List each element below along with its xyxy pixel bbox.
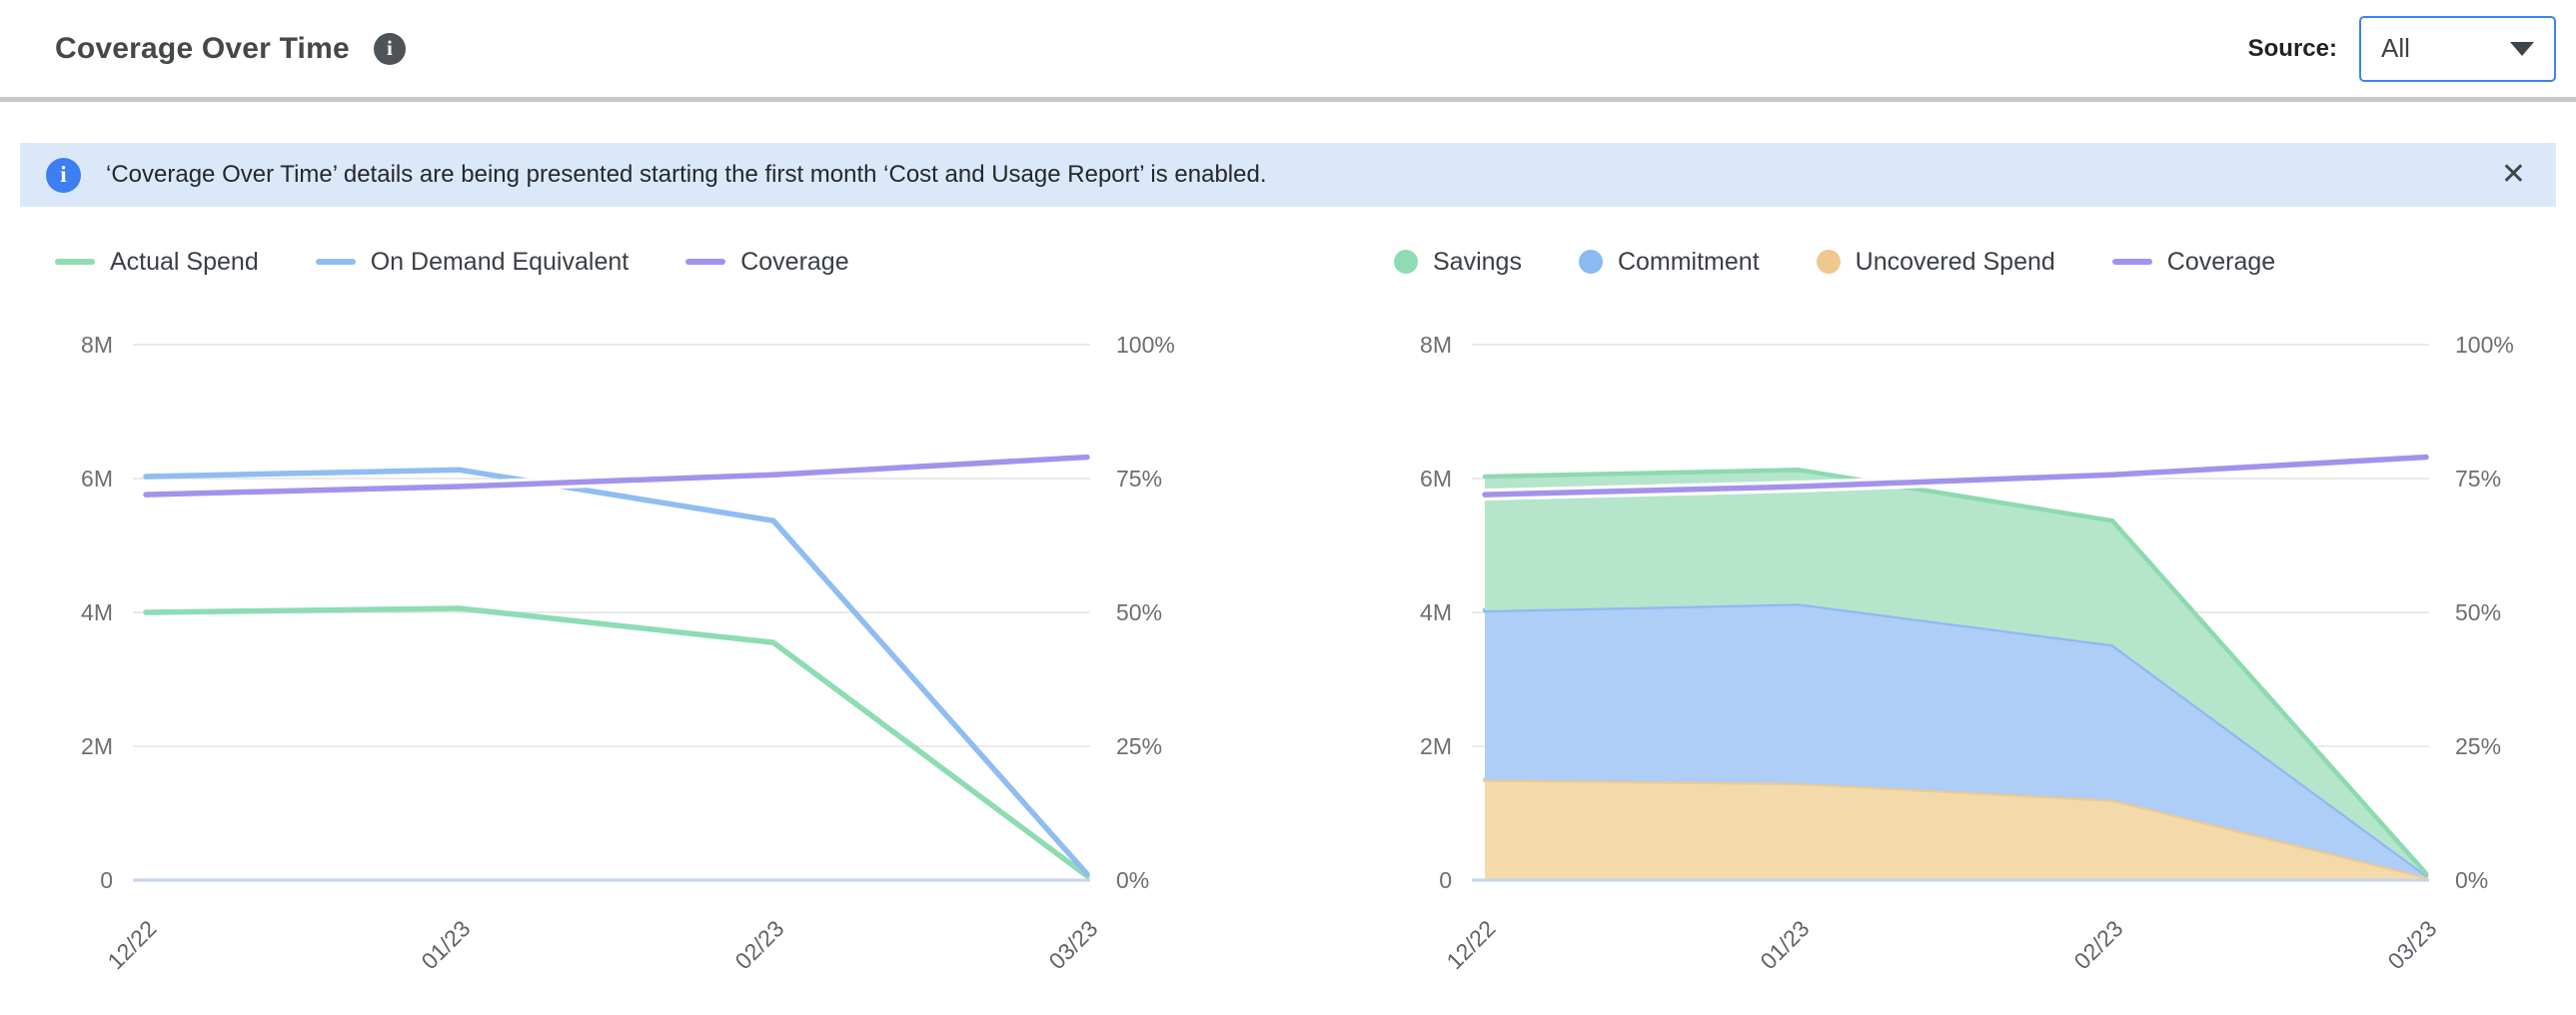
y-axis-tick-left: 0 — [100, 867, 113, 893]
legend-item-commitment[interactable]: Commitment — [1578, 247, 1760, 277]
legend-label: Commitment — [1617, 247, 1760, 276]
line-chart-legend: Actual Spend On Demand Equivalent Coverage — [55, 243, 1219, 281]
savings-area-edge — [1482, 468, 2429, 876]
y-axis-tick-left: 6M — [1420, 466, 1452, 492]
legend-item-actual-spend[interactable]: Actual Spend — [55, 248, 259, 277]
y-axis-tick-left: 2M — [1420, 733, 1452, 759]
commitment-circle-marker-icon — [1578, 250, 1603, 274]
x-axis-tick: 01/23 — [416, 915, 475, 974]
legend-label: Savings — [1433, 247, 1522, 276]
source-dropdown-value: All — [2381, 33, 2410, 63]
coverage-line-marker-icon — [685, 259, 726, 265]
savings-area — [1485, 470, 2426, 875]
actual-spend-line — [143, 605, 1090, 879]
y-axis-tick-right: 75% — [2455, 466, 2501, 492]
page-title: Coverage Over Time — [55, 31, 350, 65]
on-demand-equivalent-line-marker-icon — [315, 259, 356, 265]
x-axis-tick: 02/23 — [729, 915, 788, 974]
y-axis-tick-left: 4M — [1420, 599, 1452, 625]
y-axis-tick-right: 50% — [1116, 599, 1162, 625]
x-axis-tick: 02/23 — [2068, 915, 2127, 974]
area-chart-legend: Savings Commitment Uncovered Spend Coverage — [1394, 243, 2558, 281]
y-axis-tick-right: 100% — [2455, 332, 2514, 358]
info-icon[interactable]: i — [373, 32, 406, 65]
y-axis-tick-left: 8M — [1420, 332, 1452, 358]
header-divider — [0, 97, 2576, 102]
legend-label: On Demand Equivalent — [370, 247, 630, 276]
info-banner: i ‘Coverage Over Time’ details are being… — [20, 143, 2556, 207]
source-dropdown[interactable]: All — [2359, 15, 2556, 82]
commitment-area — [1485, 603, 2426, 877]
legend-label: Coverage — [2166, 247, 2276, 276]
y-axis-tick-right: 25% — [1116, 733, 1162, 759]
legend-item-uncovered-spend[interactable]: Uncovered Spend — [1816, 247, 2055, 277]
uncovered-spend-circle-marker-icon — [1816, 250, 1841, 274]
title-wrap: Coverage Over Time i — [55, 32, 406, 66]
y-axis-tick-left: 0 — [1439, 867, 1452, 893]
y-axis-tick-left: 4M — [81, 599, 113, 625]
coverage-line — [143, 454, 1090, 498]
x-axis-tick: 12/22 — [1441, 915, 1500, 974]
y-axis-tick-right: 25% — [2455, 733, 2501, 759]
savings-circle-marker-icon — [1394, 250, 1418, 274]
x-axis-tick: 03/23 — [2382, 915, 2441, 974]
y-axis-tick-right: 0% — [2455, 867, 2488, 893]
legend-item-coverage[interactable]: Coverage — [2111, 247, 2276, 277]
banner-info-icon: i — [46, 157, 81, 193]
y-axis-tick-left: 6M — [81, 466, 113, 492]
y-axis-tick-right: 50% — [2455, 599, 2501, 625]
legend-label: Actual Spend — [110, 247, 259, 276]
banner-text: ‘Coverage Over Time’ details are being p… — [106, 161, 1267, 188]
x-axis-tick: 03/23 — [1043, 915, 1102, 974]
y-axis-tick-right: 100% — [1116, 332, 1175, 358]
x-axis-tick: 01/23 — [1755, 915, 1814, 974]
charts-row: Actual Spend On Demand Equivalent Coverage… — [0, 243, 2576, 1005]
spend-line-chart-section: Actual Spend On Demand Equivalent Coverage… — [55, 243, 1219, 1005]
legend-label: Uncovered Spend — [1855, 247, 2055, 276]
source-label: Source: — [2247, 34, 2337, 62]
area-chart-canvas: 8M 100% 6M 75% 4M 50% 2M 25% 0 0% 12/22 01/23 02/23 0… — [1420, 332, 2514, 974]
legend-item-savings[interactable]: Savings — [1394, 248, 1522, 277]
y-axis-tick-left: 8M — [81, 332, 113, 358]
x-axis-tick: 12/22 — [102, 915, 161, 974]
legend-item-on-demand-equivalent[interactable]: On Demand Equivalent — [315, 247, 630, 277]
line-chart-canvas: 8M 100% 6M 75% 4M 50% 2M 25% 0 0% 12/22 01/23 02/23 0… — [81, 332, 1175, 974]
source-filter: Source: All — [2247, 15, 2556, 82]
actual-spend-line-marker-icon — [55, 259, 95, 265]
page-header: Coverage Over Time i Source: All — [0, 0, 2576, 97]
on-demand-equivalent-line — [143, 467, 1090, 877]
legend-label: Coverage — [740, 247, 849, 276]
y-axis-tick-right: 0% — [1116, 867, 1149, 893]
legend-item-coverage[interactable]: Coverage — [685, 247, 849, 277]
savings-area-chart-section: Savings Commitment Uncovered Spend Coverage… — [1394, 243, 2558, 1005]
coverage-line — [1482, 454, 2429, 498]
close-icon[interactable]: ✕ — [2497, 160, 2530, 190]
y-axis-tick-left: 2M — [81, 733, 113, 759]
coverage-line-marker-icon — [2111, 259, 2152, 265]
chevron-down-icon — [2510, 41, 2534, 56]
y-axis-tick-right: 75% — [1116, 466, 1162, 492]
uncovered-spend-area — [1485, 779, 2426, 880]
